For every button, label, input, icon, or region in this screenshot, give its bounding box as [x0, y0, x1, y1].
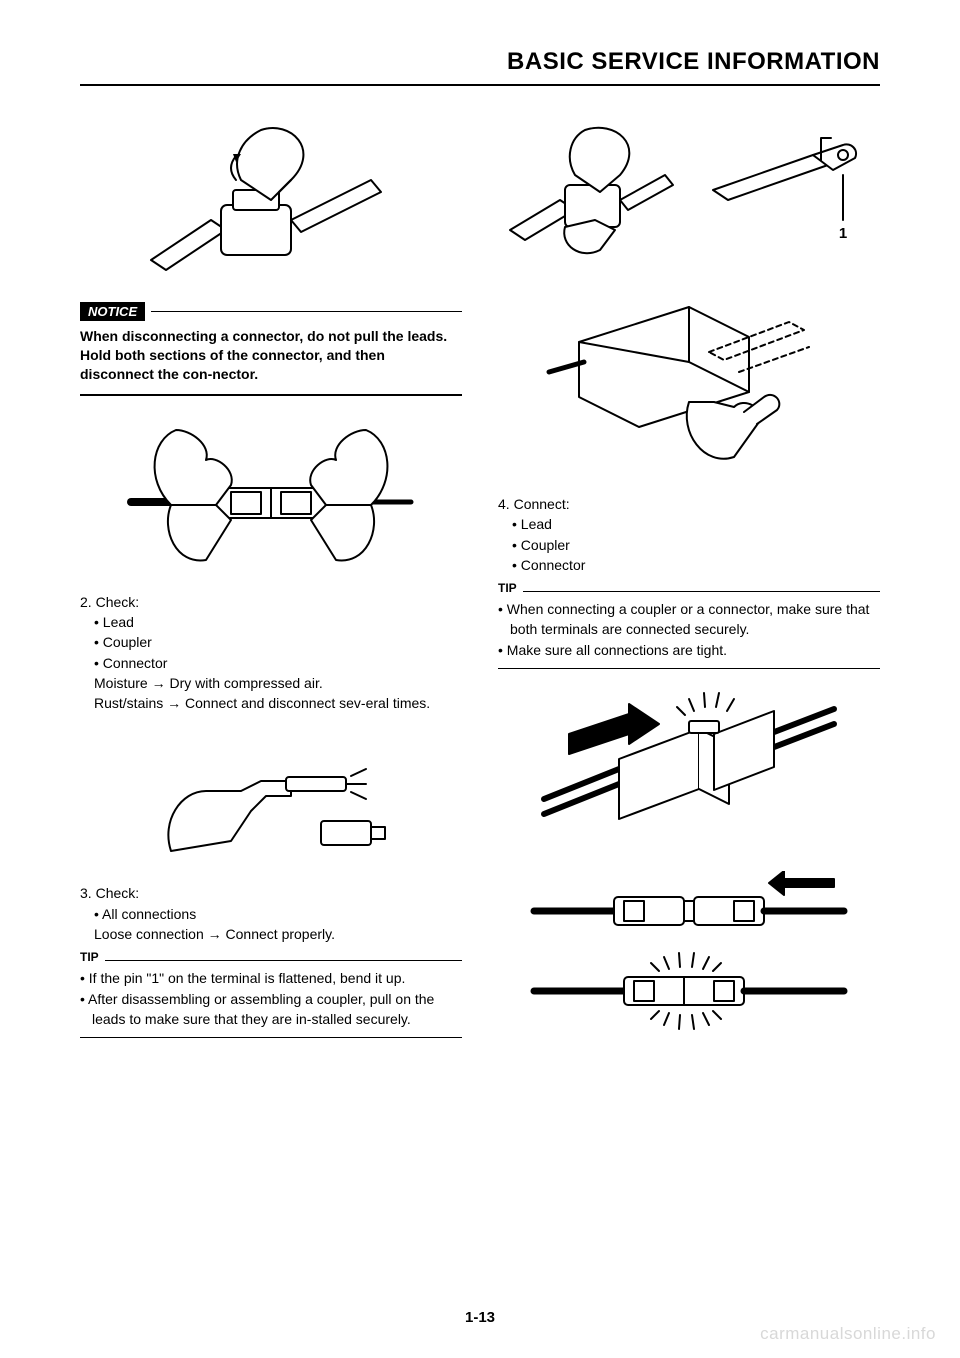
tip-1-heading: TIP: [80, 950, 462, 964]
terminal-pin-icon: 1: [693, 120, 873, 270]
disconnect-tab-icon: [141, 120, 401, 290]
right-column: 1: [498, 114, 880, 1053]
figure-connector-mate: [498, 679, 880, 859]
step2-bullet-lead: Lead: [94, 612, 462, 632]
step3-loose-b: Connect properly.: [222, 926, 335, 942]
step-2-bullets: Lead Coupler Connector: [94, 612, 462, 673]
step2-moisture-b: Dry with compressed air.: [166, 675, 323, 691]
tip2-bullet-1: When connecting a coupler or a connector…: [498, 599, 880, 640]
figure-compressed-air: [80, 731, 462, 871]
figure-inline-connectors: [498, 871, 880, 1041]
tip1-bullet-1: If the pin "1" on the terminal is flatte…: [80, 968, 462, 988]
tip-1-label: TIP: [80, 950, 99, 964]
step-3-label: Check:: [96, 885, 140, 901]
notice-label: NOTICE: [80, 302, 145, 321]
arrow-icon: →: [152, 675, 166, 691]
page-container: BASIC SERVICE INFORMATION: [0, 0, 960, 1053]
figure-hold-both-sections: [80, 410, 462, 580]
step-4-label: Connect:: [514, 496, 570, 512]
arrow-icon: →: [167, 695, 181, 711]
step-3: 3. Check:: [80, 883, 462, 903]
tip-2-label: TIP: [498, 581, 517, 595]
insert-terminal-icon: [539, 282, 839, 482]
two-column-layout: NOTICE When disconnecting a connector, d…: [80, 114, 880, 1053]
tip-1-end-rule: [80, 1037, 462, 1038]
tip1-bullet-2: After disassembling or assembling a coup…: [80, 989, 462, 1030]
watermark-text: carmanualsonline.info: [760, 1324, 936, 1344]
notice-end-rule: [80, 394, 462, 396]
step2-rust-b: Connect and disconnect sev-eral times.: [181, 695, 430, 711]
inline-connector-icon: [529, 871, 849, 1041]
page-title: BASIC SERVICE INFORMATION: [80, 48, 880, 76]
tip-1-body: If the pin "1" on the terminal is flatte…: [80, 968, 462, 1029]
step3-bullet-all: All connections: [94, 904, 462, 924]
arrow-icon: →: [208, 926, 222, 942]
connector-mate-icon: [539, 679, 839, 859]
step2-moisture-a: Moisture: [94, 675, 152, 691]
tip-2-end-rule: [498, 668, 880, 669]
notice-heading: NOTICE: [80, 302, 462, 321]
step2-rust-line: Rust/stains → Connect and disconnect sev…: [94, 693, 462, 713]
left-column: NOTICE When disconnecting a connector, d…: [80, 114, 462, 1053]
compressed-air-icon: [151, 731, 391, 871]
step2-bullet-coupler: Coupler: [94, 632, 462, 652]
tip-2-rule: [523, 591, 880, 592]
step-4-bullets: Lead Coupler Connector: [512, 514, 880, 575]
tip2-bullet-2: Make sure all connections are tight.: [498, 640, 880, 660]
step4-bullet-connector: Connector: [512, 555, 880, 575]
tip-2-body: When connecting a coupler or a connector…: [498, 599, 880, 660]
step-3-num: 3.: [80, 885, 92, 901]
header-rule: [80, 84, 880, 86]
step-2: 2. Check:: [80, 592, 462, 612]
step2-rust-a: Rust/stains: [94, 695, 167, 711]
step4-bullet-coupler: Coupler: [512, 535, 880, 555]
figure-disconnect-tab: [80, 120, 462, 290]
callout-1: 1: [839, 225, 847, 242]
notice-rule: [151, 311, 462, 312]
step-4-num: 4.: [498, 496, 510, 512]
step2-bullet-connector: Connector: [94, 653, 462, 673]
step-4: 4. Connect:: [498, 494, 880, 514]
notice-text: When disconnecting a connector, do not p…: [80, 327, 462, 384]
hold-sections-icon: [121, 410, 421, 580]
step-2-label: Check:: [96, 594, 140, 610]
figure-insert-terminal: [498, 282, 880, 482]
step-3-bullets: All connections: [94, 904, 462, 924]
tip-1-rule: [105, 960, 462, 961]
step3-loose-line: Loose connection → Connect properly.: [94, 924, 462, 944]
hand-coupler-icon: [505, 120, 675, 270]
step-2-num: 2.: [80, 594, 92, 610]
step2-moisture-line: Moisture → Dry with compressed air.: [94, 673, 462, 693]
tip-2-heading: TIP: [498, 581, 880, 595]
figure-row-pin: 1: [498, 120, 880, 270]
step4-bullet-lead: Lead: [512, 514, 880, 534]
step3-loose-a: Loose connection: [94, 926, 208, 942]
